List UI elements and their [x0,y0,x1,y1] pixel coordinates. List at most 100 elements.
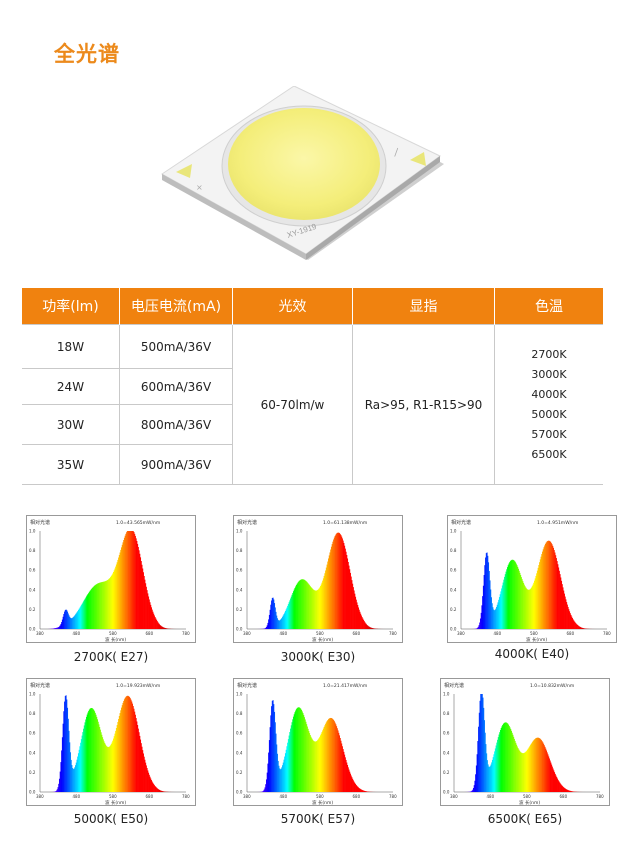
spectrum-bar [488,766,490,792]
spectrum-bar [291,594,293,629]
spectrum-bar [559,782,561,792]
spectrum-bar [349,572,351,629]
spectrum-bar [520,574,522,629]
spectrum-bar [112,573,114,629]
spectrum-bar [88,710,90,792]
spectrum-bar [347,767,349,792]
spectrum-bar [508,724,510,792]
spectrum-bar [322,578,324,629]
spectrum-bar [548,540,550,629]
spectrum-bar [525,588,527,629]
spectrum-bar [577,625,579,629]
spectrum-bar [523,584,525,629]
spectrum-bar [308,731,310,792]
spectrum-bar [294,712,296,792]
spectrum-bar [53,628,55,629]
spectrum-bar [64,610,66,629]
current-cell: 800mA/36V [119,404,233,445]
spectrum-bar [544,746,546,792]
spectrum-bar [539,738,541,792]
spectrum-bar [290,728,292,792]
spectrum-bar [263,790,265,792]
spectrum-bar [492,607,494,629]
spectrum-bar [106,746,108,792]
spectrum-bar [317,740,319,792]
spectrum-bar [547,540,549,629]
spectrum-bar [278,765,280,792]
spectrum-bar [153,785,155,792]
spectrum-bar [103,581,105,629]
spectrum-bar [541,554,543,629]
header-cri: 显指 [352,288,495,325]
spectrum-bar [282,765,284,792]
spectrum-bar [115,564,117,629]
spectrum-bar [479,618,482,629]
spectrum-bar [545,750,548,792]
spectrum-bar [333,720,335,792]
spectrum-bar [93,586,95,629]
spectrum-bar [342,540,344,629]
spectrum-bar [362,618,364,629]
spectrum-bar [528,589,530,629]
y-tick-label: 0.6 [443,731,450,736]
spectrum-bar [535,575,537,629]
spectrum-bar [347,764,349,792]
spectrum-bar [338,735,341,792]
spectrum-bar [303,715,305,792]
spectrum-bar [562,786,564,792]
spectrum-bar [330,546,332,629]
spectrum-bar [124,535,126,629]
spectrum-bar [289,732,291,792]
spectrum-bar [155,618,157,629]
spectrum-bar [544,543,546,629]
spectrum-bar [307,583,309,629]
spectrum-bar [137,724,139,792]
spectrum-bar [265,779,268,792]
spectrum-bar [500,591,502,629]
spectrum-bar [71,765,73,792]
spectrum-bar [544,545,546,629]
spectrum-bar [476,754,478,792]
spectrum-bar [480,612,482,629]
spectrum-bar [562,786,564,792]
spectrum-bar [319,587,321,629]
spectrum-bar [552,768,554,792]
spectrum-bar [83,600,85,629]
spectrum-bar [309,586,311,629]
spectrum-bar [275,611,277,629]
spectrum-bar [91,587,93,629]
spectrum-bar [513,736,515,792]
spectrum-bar [151,609,153,629]
spectrum-bar [540,556,542,629]
spectrum-bar [327,720,329,792]
spectrum-bar [362,790,364,792]
y-tick-label: 0.2 [236,770,243,775]
spectrum-bar [550,762,552,792]
spectrum-bar [493,609,495,629]
spectrum-bar [487,555,489,629]
spectrum-bar [63,613,65,629]
spectrum-bar [564,596,566,629]
spectrum-bar [60,623,62,629]
spectrum-bar [295,709,297,792]
spectrum-bar [269,727,271,792]
spectrum-bar [99,582,101,629]
spectrum-bar [297,582,299,629]
spectrum-bar [507,565,509,629]
efficacy-cell: 60-70lm/w [232,324,353,485]
spectrum-bar [352,780,354,792]
spectrum-bar [561,580,563,629]
spectrum-bar [76,759,78,792]
spectrum-bar [304,719,306,792]
x-tick-label: 680 [146,631,154,636]
x-tick-label: 480 [487,794,495,799]
spectrum-bar [337,730,339,792]
spectrum-bar [161,626,163,629]
spectrum-bar [520,752,522,792]
spectrum-bar [59,625,61,629]
spectrum-bar [532,584,534,629]
spectrum-bar [514,740,516,792]
spectrum-bar [566,602,568,629]
spectrum-bar [490,589,492,629]
spectrum-bar [85,597,87,629]
